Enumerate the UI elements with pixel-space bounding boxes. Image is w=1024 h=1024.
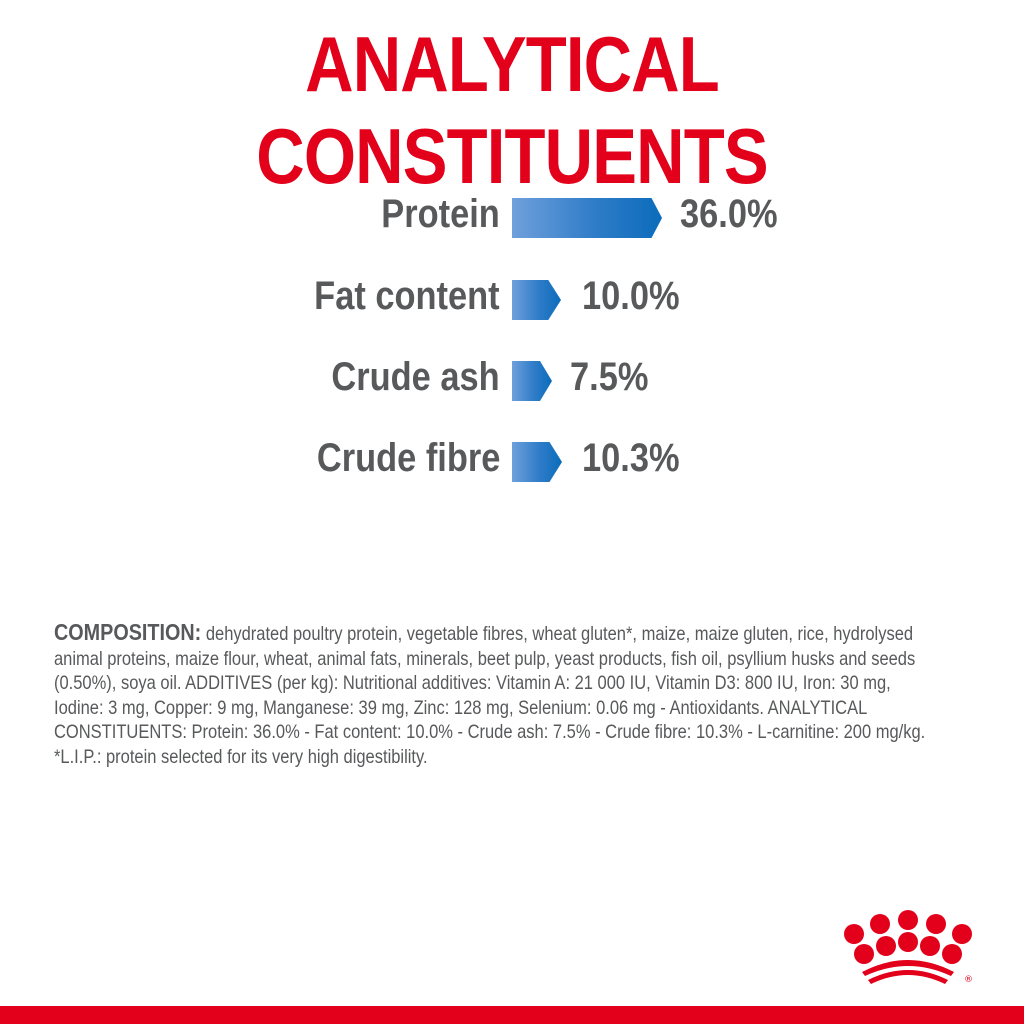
- composition-body: dehydrated poultry protein, vegetable fi…: [54, 624, 926, 768]
- bar-label: Crude fibre: [316, 436, 500, 480]
- bar-label: Protein: [381, 192, 500, 236]
- constituents-chart: Protein 36.0% Fat content 10.0% Crude as…: [0, 192, 1024, 484]
- bar-fat-content: [512, 280, 561, 320]
- composition-text: COMPOSITION: dehydrated poultry protein,…: [54, 620, 931, 770]
- bar-value: 10.0%: [582, 274, 680, 318]
- bar-value: 10.3%: [582, 436, 680, 480]
- bar-crude-ash: [512, 361, 552, 401]
- registered-mark: ®: [964, 975, 973, 985]
- bar-protein: [512, 198, 662, 238]
- bar-label: Crude ash: [331, 355, 500, 399]
- bar-crude-fibre: [512, 442, 562, 482]
- chart-row-protein: Protein 36.0%: [0, 192, 1024, 240]
- bottom-brand-bar: [0, 1006, 1024, 1024]
- bar-value: 7.5%: [570, 355, 649, 399]
- composition-heading: COMPOSITION:: [54, 619, 202, 645]
- bar-label: Fat content: [314, 274, 500, 318]
- chart-row-crude-fibre: Crude fibre 10.3%: [0, 436, 1024, 484]
- crown-icon: ®: [838, 902, 978, 986]
- bar-value: 36.0%: [680, 192, 778, 236]
- chart-row-crude-ash: Crude ash 7.5%: [0, 355, 1024, 403]
- page-title: ANALYTICAL CONSTITUENTS: [256, 20, 768, 200]
- chart-row-fat-content: Fat content 10.0%: [0, 274, 1024, 322]
